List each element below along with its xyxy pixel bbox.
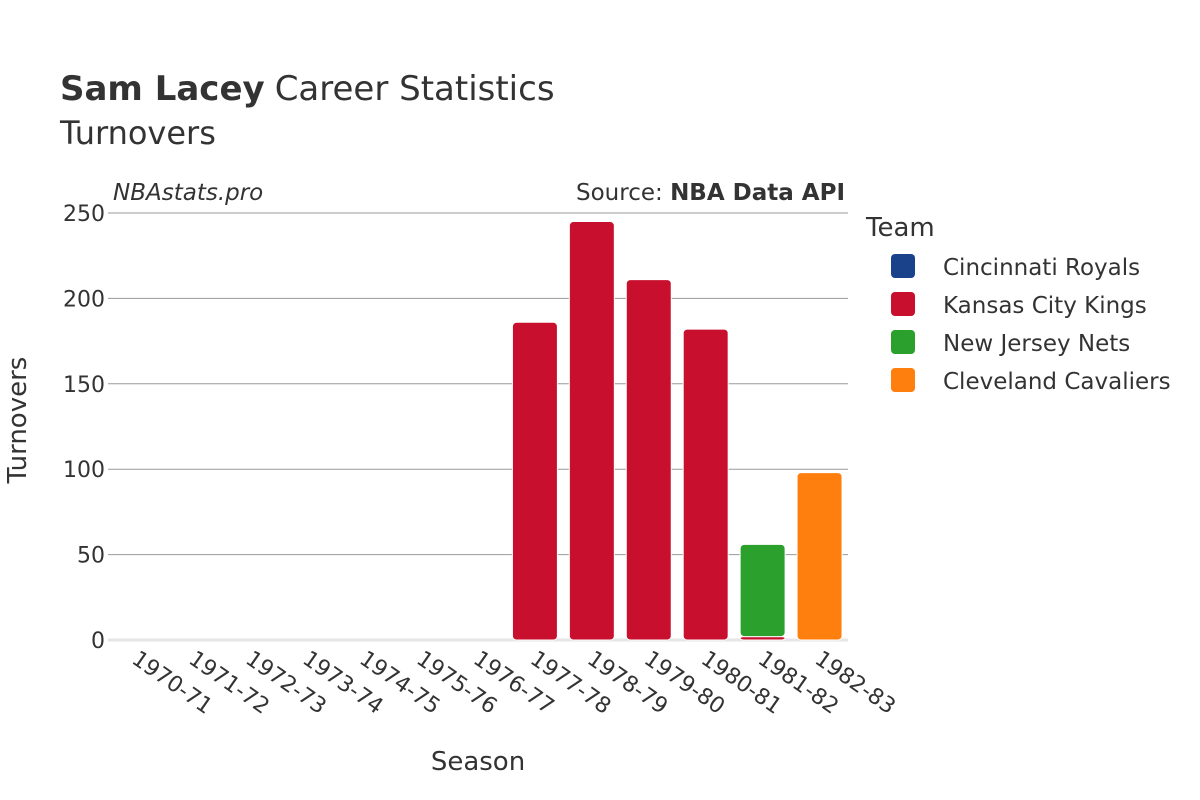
bar-kansas-city-kings-1980-81[interactable] bbox=[682, 328, 729, 641]
y-axis-label: Turnovers bbox=[3, 357, 33, 485]
source-prefix: Source: bbox=[576, 180, 670, 206]
y-tick-label: 100 bbox=[63, 458, 105, 483]
chart-subtitle: Turnovers bbox=[59, 114, 216, 152]
legend-label: Cleveland Cavaliers bbox=[943, 369, 1171, 395]
y-tick-label: 150 bbox=[63, 373, 105, 398]
legend-label: Kansas City Kings bbox=[943, 293, 1147, 319]
grid-lines bbox=[108, 212, 848, 642]
y-tick-label: 0 bbox=[91, 629, 105, 654]
legend: Cincinnati Royals Kansas City Kings New Je… bbox=[891, 254, 1171, 395]
legend-swatch bbox=[891, 368, 915, 392]
bar-kansas-city-kings-1978-79[interactable] bbox=[568, 221, 615, 641]
y-axis-ticks: 0 50 100 150 200 250 bbox=[63, 202, 105, 654]
x-axis-label: Season bbox=[431, 747, 525, 777]
title-rest: Career Statistics bbox=[275, 69, 555, 109]
legend-label: New Jersey Nets bbox=[943, 331, 1130, 357]
source-name: NBA Data API bbox=[670, 180, 845, 206]
title-player: Sam Lacey bbox=[60, 69, 265, 109]
source-note: Source: NBA Data API bbox=[576, 180, 845, 206]
legend-swatch bbox=[891, 254, 915, 278]
y-tick-label: 250 bbox=[63, 202, 105, 227]
legend-label: Cincinnati Royals bbox=[943, 255, 1140, 281]
bar-kansas-city-kings-1977-78[interactable] bbox=[511, 321, 558, 641]
watermark: NBAstats.pro bbox=[113, 180, 263, 206]
chart-title: Sam Lacey Career Statistics bbox=[60, 69, 555, 109]
x-axis-ticks: 1970-711971-721972-731973-741974-751975-… bbox=[127, 646, 900, 719]
bar-cleveland-cavaliers-1982-83[interactable] bbox=[796, 472, 843, 641]
bar-kansas-city-kings-1979-80[interactable] bbox=[625, 279, 672, 641]
legend-swatch bbox=[891, 330, 915, 354]
legend-title: Team bbox=[865, 213, 935, 243]
bar-kansas-city-kings-1981-82[interactable] bbox=[739, 636, 786, 641]
y-tick-label: 50 bbox=[77, 544, 105, 569]
y-tick-label: 200 bbox=[63, 287, 105, 312]
legend-swatch bbox=[891, 292, 915, 316]
bars bbox=[511, 221, 843, 641]
bar-new-jersey-nets-1981-82[interactable] bbox=[739, 543, 786, 638]
